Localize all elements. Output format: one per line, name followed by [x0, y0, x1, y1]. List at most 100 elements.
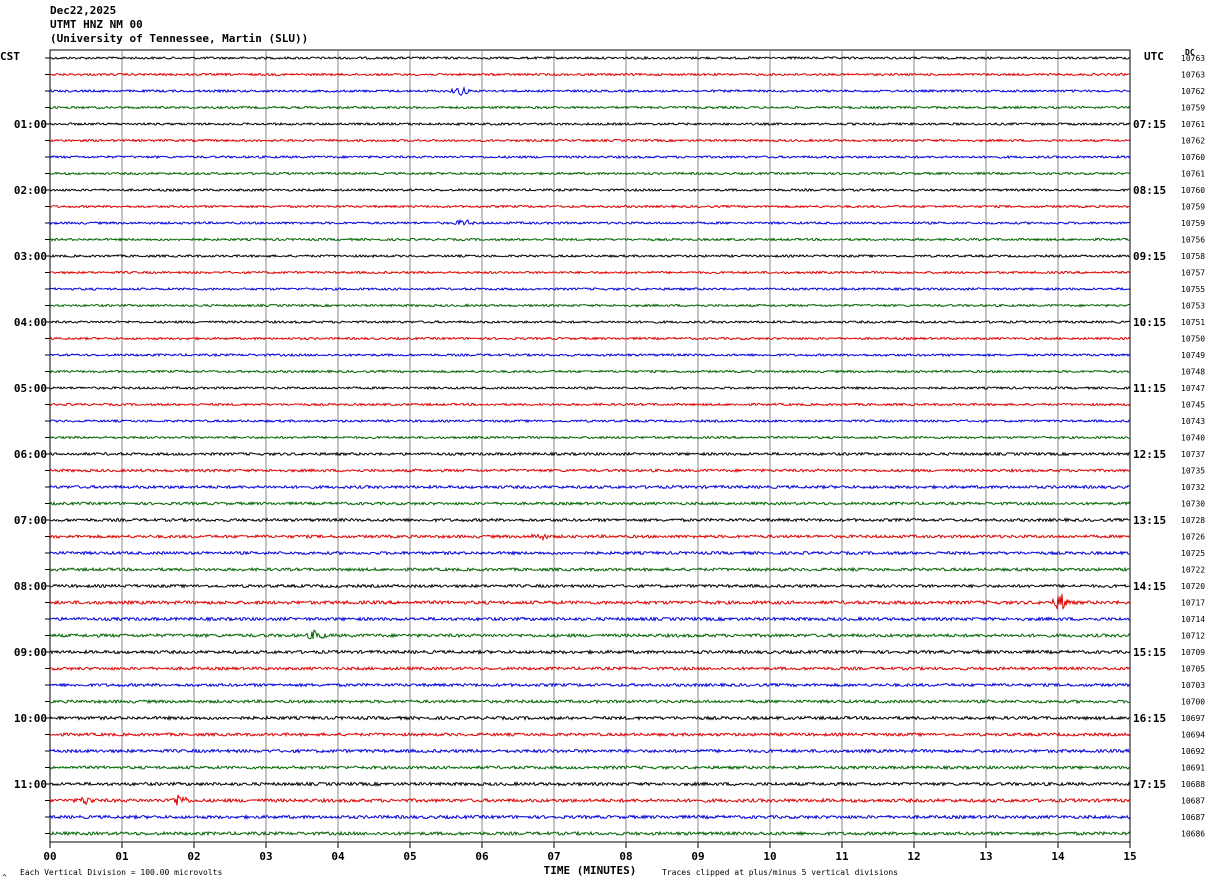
x-tick-label: 01: [115, 850, 129, 863]
seismic-trace: [49, 303, 1131, 308]
dc-offset-label: 10712: [1181, 632, 1205, 641]
seismic-trace: [49, 218, 1131, 226]
seismic-trace: [49, 435, 1131, 440]
seismic-trace: [49, 286, 1131, 292]
utc-hour-label: 08:15: [1133, 184, 1166, 197]
dc-offset-label: 10763: [1181, 54, 1205, 63]
dc-offset-label: 10732: [1181, 483, 1205, 492]
seismic-trace: [49, 682, 1131, 688]
utc-hour-label: 10:15: [1133, 316, 1166, 329]
local-hour-label: 11:00: [14, 778, 47, 791]
seismic-trace: [49, 105, 1131, 110]
x-axis-label: TIME (MINUTES): [544, 864, 637, 877]
dc-offset-label: 10759: [1181, 203, 1205, 212]
dc-offset-label: 10714: [1181, 615, 1205, 624]
seismic-trace: [49, 253, 1131, 259]
clip-note: Traces clipped at plus/minus 5 vertical …: [662, 868, 898, 877]
x-tick-label: 13: [979, 850, 992, 863]
dc-offset-label: 10709: [1181, 648, 1205, 657]
seismic-trace: [49, 830, 1131, 837]
dc-offset-label: 10762: [1181, 137, 1205, 146]
x-tick-label: 04: [331, 850, 345, 863]
dc-offset-label: 10751: [1181, 318, 1205, 327]
x-tick-label: 07: [547, 850, 560, 863]
station-code: UTMT HNZ NM 00: [50, 18, 143, 31]
dc-offset-label: 10728: [1181, 516, 1205, 525]
seismic-trace: [49, 616, 1131, 622]
utc-hour-label: 12:15: [1133, 448, 1166, 461]
dc-offset-label: 10717: [1181, 599, 1205, 608]
dc-offset-label: 10761: [1181, 170, 1205, 179]
local-hour-label: 01:00: [14, 118, 47, 131]
seismic-trace: [49, 665, 1131, 672]
seismic-trace: [49, 500, 1131, 506]
seismic-trace: [49, 714, 1131, 722]
utc-hour-label: 17:15: [1133, 778, 1166, 791]
scale-note: Each Vertical Division = 100.00 microvol…: [20, 868, 222, 877]
seismic-trace: [49, 352, 1131, 358]
dc-offset-label: 10762: [1181, 87, 1205, 96]
dc-offset-label: 10748: [1181, 368, 1205, 377]
x-tick-label: 06: [475, 850, 489, 863]
dc-offset-label: 10758: [1181, 252, 1205, 261]
dc-offset-label: 10687: [1181, 813, 1205, 822]
x-tick-label: 03: [259, 850, 272, 863]
seismic-trace: [49, 55, 1131, 61]
dc-offset-label: 10760: [1181, 153, 1205, 162]
seismic-trace: [49, 451, 1131, 457]
dc-offset-label: 10753: [1181, 302, 1205, 311]
dc-offset-label: 10692: [1181, 747, 1205, 756]
seismic-trace: [49, 593, 1131, 611]
dc-offset-label: 10761: [1181, 120, 1205, 129]
dc-offset-label: 10691: [1181, 764, 1205, 773]
station-organization: (University of Tennessee, Martin (SLU)): [50, 32, 309, 45]
seismic-trace: [49, 566, 1131, 573]
seismic-trace: [49, 138, 1131, 143]
dc-offset-label: 10750: [1181, 335, 1205, 344]
seismic-trace: [49, 187, 1131, 193]
dc-offset-label: 10757: [1181, 269, 1205, 278]
dc-offset-label: 10694: [1181, 731, 1205, 740]
seismic-trace: [49, 369, 1131, 374]
seismic-trace: [49, 484, 1131, 490]
utc-hour-label: 11:15: [1133, 382, 1166, 395]
seismic-trace: [49, 85, 1131, 96]
local-timezone-label: CST: [0, 50, 20, 63]
x-tick-label: 09: [691, 850, 704, 863]
seismic-trace: [49, 467, 1131, 474]
dc-offset-label: 10747: [1181, 384, 1205, 393]
dc-offset-label: 10759: [1181, 104, 1205, 113]
dc-offset-label: 10705: [1181, 665, 1205, 674]
seismic-trace: [49, 319, 1131, 325]
dc-offset-label: 10697: [1181, 714, 1205, 723]
dc-offset-label: 10725: [1181, 549, 1205, 558]
dc-offset-label: 10759: [1181, 219, 1205, 228]
local-hour-label: 09:00: [14, 646, 47, 659]
seismic-trace: [49, 121, 1131, 127]
seismic-trace: [49, 533, 1131, 542]
seismic-trace: [49, 748, 1131, 754]
seismic-trace: [49, 72, 1131, 77]
seismic-trace: [49, 154, 1131, 160]
utc-timezone-label: UTC: [1144, 50, 1164, 63]
dc-offset-label: 10755: [1181, 285, 1205, 294]
utc-hour-label: 07:15: [1133, 118, 1166, 131]
seismic-trace: [49, 764, 1131, 771]
seismic-trace: [49, 418, 1131, 424]
chart-date: Dec22,2025: [50, 4, 117, 17]
seismic-trace: [49, 629, 1131, 640]
dc-offset-label: 10760: [1181, 186, 1205, 195]
local-hour-label: 05:00: [14, 382, 47, 395]
dc-offset-label: 10740: [1181, 434, 1205, 443]
utc-hour-label: 09:15: [1133, 250, 1166, 263]
local-hour-label: 06:00: [14, 448, 47, 461]
seismic-trace: [49, 731, 1131, 738]
x-tick-label: 14: [1051, 850, 1065, 863]
utc-hour-label: 16:15: [1133, 712, 1166, 725]
x-tick-label: 05: [403, 850, 416, 863]
seismic-trace: [49, 402, 1131, 407]
seismic-trace: [49, 794, 1131, 806]
seismic-trace: [49, 550, 1131, 556]
dc-offset-label: 10700: [1181, 698, 1205, 707]
